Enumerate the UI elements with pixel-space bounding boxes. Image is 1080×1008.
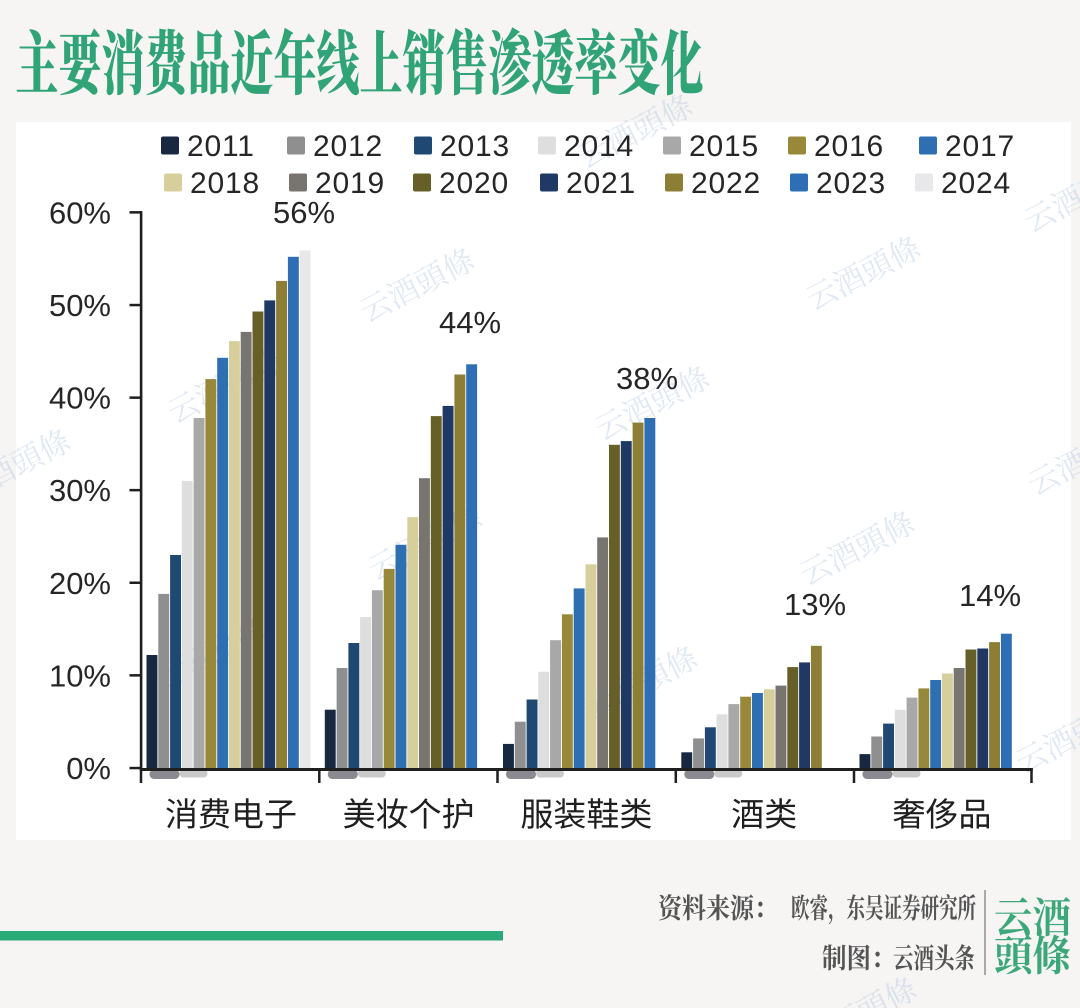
svg-text:2012: 2012 xyxy=(313,130,383,163)
svg-text:2016: 2016 xyxy=(814,130,884,163)
svg-text:13%: 13% xyxy=(784,587,846,622)
svg-text:2019: 2019 xyxy=(315,167,385,200)
svg-text:38%: 38% xyxy=(616,361,678,396)
svg-text:2020: 2020 xyxy=(439,167,509,200)
svg-text:2024: 2024 xyxy=(941,167,1011,200)
svg-text:30%: 30% xyxy=(49,473,111,508)
svg-text:2023: 2023 xyxy=(816,167,886,200)
svg-text:2018: 2018 xyxy=(190,167,260,200)
svg-text:2022: 2022 xyxy=(691,167,761,200)
svg-text:14%: 14% xyxy=(959,578,1021,613)
svg-text:2017: 2017 xyxy=(945,130,1015,163)
svg-text:2011: 2011 xyxy=(187,130,255,163)
svg-text:0%: 0% xyxy=(66,751,111,786)
svg-text:56%: 56% xyxy=(273,195,335,230)
svg-text:20%: 20% xyxy=(49,566,111,601)
svg-text:44%: 44% xyxy=(439,305,501,340)
svg-text:40%: 40% xyxy=(49,381,111,416)
svg-text:2014: 2014 xyxy=(564,130,634,163)
svg-text:50%: 50% xyxy=(49,288,111,323)
svg-text:2015: 2015 xyxy=(689,130,759,163)
svg-text:2013: 2013 xyxy=(440,130,510,163)
svg-text:60%: 60% xyxy=(49,195,111,230)
svg-text:10%: 10% xyxy=(49,658,111,693)
svg-text:2021: 2021 xyxy=(566,167,636,200)
